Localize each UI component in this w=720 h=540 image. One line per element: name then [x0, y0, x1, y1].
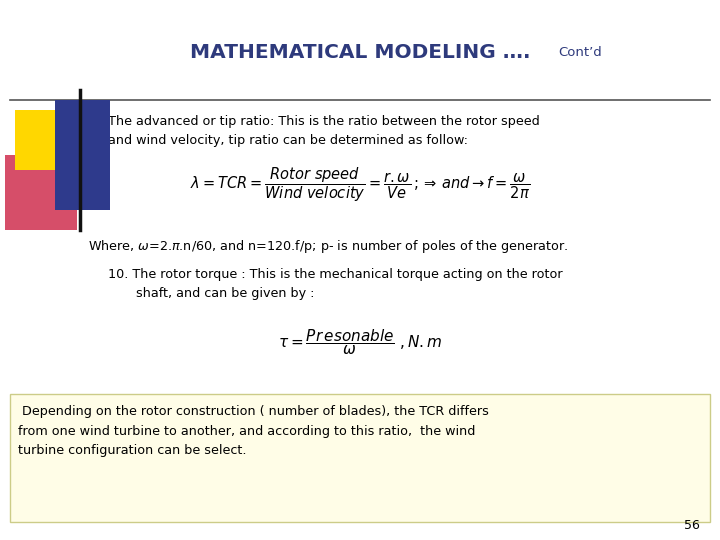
- Text: Cont’d: Cont’d: [558, 46, 602, 59]
- Text: MATHEMATICAL MODELING ….: MATHEMATICAL MODELING ….: [190, 44, 530, 63]
- Text: 10. The rotor torque : This is the mechanical torque acting on the rotor
       : 10. The rotor torque : This is the mecha…: [108, 268, 562, 300]
- Text: 56: 56: [684, 519, 700, 532]
- Text: Where, $\omega$=2.$\pi$.n/60, and n=120.f/p; p- is number of poles of the genera: Where, $\omega$=2.$\pi$.n/60, and n=120.…: [88, 238, 568, 255]
- Text: 9.  The advanced or tip ratio: This is the ratio between the rotor speed
     an: 9. The advanced or tip ratio: This is th…: [88, 115, 540, 147]
- Text: Depending on the rotor construction ( number of blades), the TCR differs
from on: Depending on the rotor construction ( nu…: [18, 405, 489, 457]
- Bar: [55, 100, 110, 210]
- Bar: [10, 394, 710, 522]
- Text: $\tau = \dfrac{Pr\,esonable}{\omega}\ ,N.m$: $\tau = \dfrac{Pr\,esonable}{\omega}\ ,N…: [278, 327, 442, 357]
- Bar: [15, 110, 70, 170]
- Text: $\lambda = TCR = \dfrac{Rotor\ speed}{Wind\ velocity} = \dfrac{r.\omega}{Ve}$$\,: $\lambda = TCR = \dfrac{Rotor\ speed}{Wi…: [190, 166, 530, 204]
- Bar: [5, 155, 77, 230]
